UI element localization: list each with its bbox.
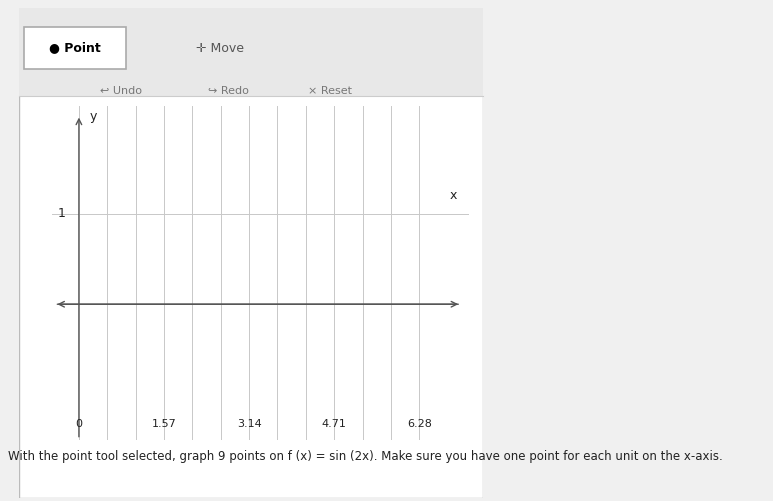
Text: ● Point: ● Point [49, 42, 100, 55]
Text: 0: 0 [76, 419, 83, 429]
Bar [19, 8, 483, 96]
Text: 4.71: 4.71 [322, 419, 346, 429]
Text: ↪ Redo: ↪ Redo [208, 86, 248, 96]
Text: y: y [90, 110, 97, 123]
Text: × Reset: × Reset [308, 86, 352, 96]
Text: ✛ Move: ✛ Move [196, 42, 243, 55]
Text: 1: 1 [57, 207, 66, 220]
Text: 3.14: 3.14 [237, 419, 261, 429]
Text: 6.28: 6.28 [407, 419, 432, 429]
Text: With the point tool selected, graph 9 points on f (x) = sin (2x). Make sure you : With the point tool selected, graph 9 po… [8, 450, 723, 463]
Bar [24, 27, 126, 69]
Text: 1.57: 1.57 [152, 419, 176, 429]
Text: ↩ Undo: ↩ Undo [100, 86, 142, 96]
Text: x: x [449, 188, 457, 201]
